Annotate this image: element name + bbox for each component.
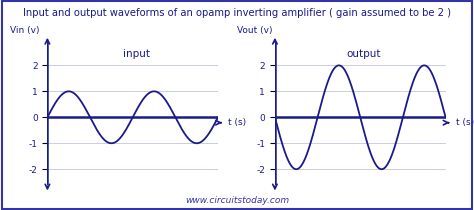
Text: Vin (v): Vin (v): [10, 26, 39, 35]
Text: input: input: [123, 49, 150, 59]
Text: Vout (v): Vout (v): [237, 26, 273, 35]
Text: output: output: [346, 49, 381, 59]
Text: t (s): t (s): [456, 118, 474, 127]
Text: www.circuitstoday.com: www.circuitstoday.com: [185, 196, 289, 205]
Text: Input and output waveforms of an opamp inverting amplifier ( gain assumed to be : Input and output waveforms of an opamp i…: [23, 8, 451, 18]
Text: t (s): t (s): [228, 118, 246, 127]
